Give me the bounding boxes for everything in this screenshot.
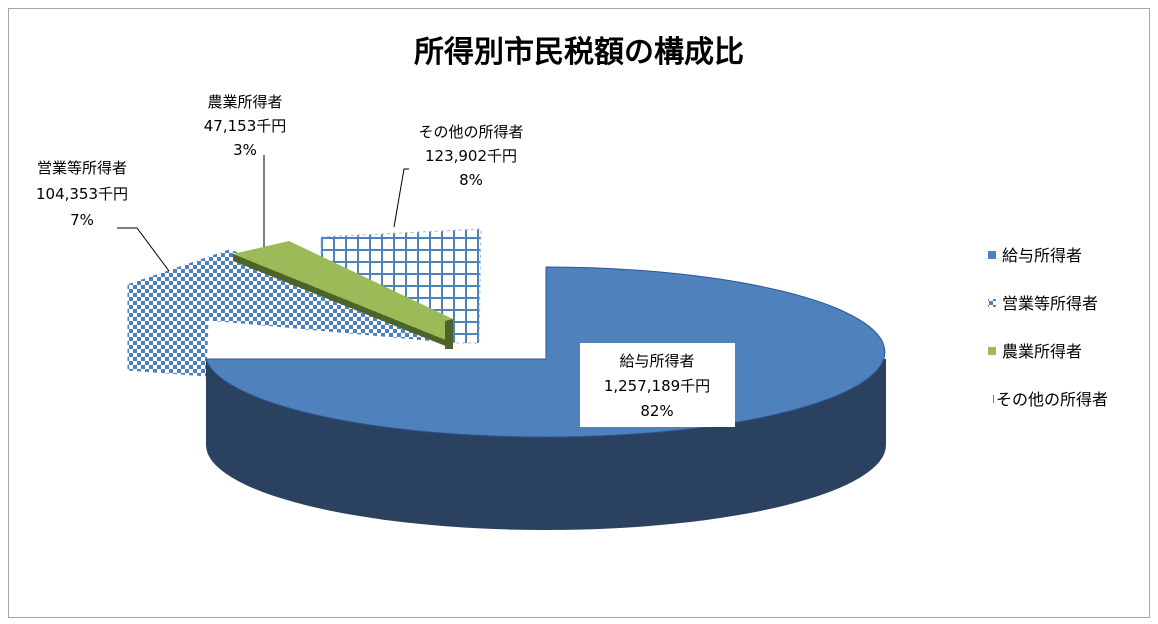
data-label-nogyo: 農業所得者 47,153千円 3% bbox=[204, 93, 287, 159]
legend-item-nogyo: 農業所得者 bbox=[988, 342, 1082, 361]
slice-nogyo bbox=[233, 241, 453, 349]
label-eigyo-name: 営業等所得者 bbox=[37, 159, 127, 177]
label-nogyo-percent: 3% bbox=[233, 141, 257, 159]
leader-line-sonota bbox=[393, 168, 409, 228]
legend-swatch-eigyo bbox=[988, 299, 996, 307]
legend-label-sonota: その他の所得者 bbox=[996, 390, 1108, 409]
pie-chart: 所得別市民税額の構成比 営業等所得者 104,353千円 7% 農業所得者 47… bbox=[36, 35, 1108, 530]
label-kyuyo-percent: 82% bbox=[640, 402, 673, 420]
legend-label-nogyo: 農業所得者 bbox=[1002, 342, 1082, 361]
label-nogyo-name: 農業所得者 bbox=[207, 93, 282, 111]
data-label-eigyo: 営業等所得者 104,353千円 7% bbox=[36, 159, 128, 229]
legend-item-eigyo: 営業等所得者 bbox=[988, 294, 1098, 313]
leader-lines bbox=[117, 155, 409, 272]
label-kyuyo-value: 1,257,189千円 bbox=[604, 377, 710, 395]
legend-swatch-sonota bbox=[986, 395, 994, 403]
legend-swatch-nogyo bbox=[988, 347, 996, 355]
legend-label-kyuyo: 給与所得者 bbox=[1002, 246, 1082, 265]
leader-line-eigyo bbox=[117, 227, 170, 272]
label-sonota-percent: 8% bbox=[459, 171, 483, 189]
legend-swatch-kyuyo bbox=[988, 251, 996, 259]
label-sonota-name: その他の所得者 bbox=[418, 123, 523, 141]
data-label-sonota: その他の所得者 123,902千円 8% bbox=[418, 123, 523, 189]
data-label-kyuyo: 給与所得者 1,257,189千円 82% bbox=[580, 343, 735, 427]
chart-title: 所得別市民税額の構成比 bbox=[414, 35, 744, 70]
label-eigyo-value: 104,353千円 bbox=[36, 185, 128, 203]
label-eigyo-percent: 7% bbox=[70, 211, 94, 229]
legend-item-sonota: その他の所得者 bbox=[986, 390, 1108, 409]
label-sonota-value: 123,902千円 bbox=[425, 147, 517, 165]
legend: 給与所得者 営業等所得者 農業所得者 その他の所得者 bbox=[986, 246, 1108, 409]
label-kyuyo-name: 給与所得者 bbox=[619, 352, 694, 370]
label-nogyo-value: 47,153千円 bbox=[204, 117, 287, 135]
legend-label-eigyo: 営業等所得者 bbox=[1002, 294, 1098, 313]
chart-frame: 所得別市民税額の構成比 営業等所得者 104,353千円 7% 農業所得者 47… bbox=[8, 8, 1150, 618]
legend-item-kyuyo: 給与所得者 bbox=[988, 246, 1082, 265]
